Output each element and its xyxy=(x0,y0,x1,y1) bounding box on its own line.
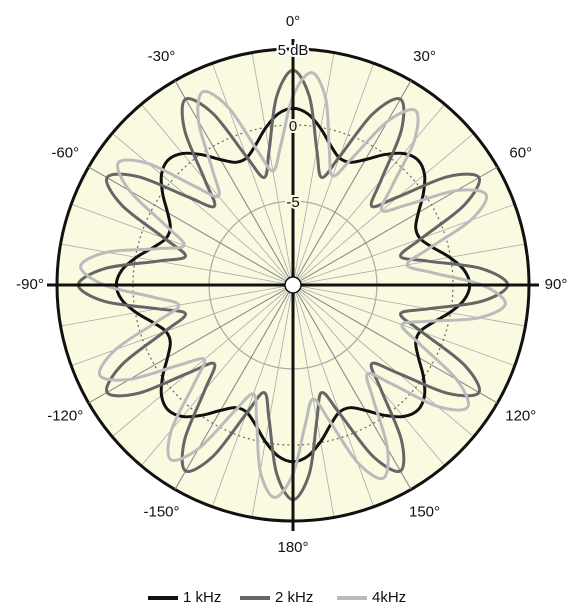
spoke xyxy=(298,132,475,281)
spoke xyxy=(293,52,335,278)
spoke xyxy=(300,243,526,285)
spoke xyxy=(295,292,375,507)
r-tick-label: 0 xyxy=(289,118,297,135)
spoke xyxy=(140,290,289,467)
angle-label: 30° xyxy=(413,48,436,65)
spoke xyxy=(297,290,446,467)
angle-axis xyxy=(299,166,498,282)
spoke xyxy=(140,103,289,280)
spoke xyxy=(300,203,515,283)
spoke xyxy=(71,287,286,367)
spoke xyxy=(298,289,475,438)
angle-axis xyxy=(88,288,287,404)
spoke xyxy=(300,287,515,367)
r-tick-label: -5 xyxy=(286,194,299,211)
spoke xyxy=(211,63,291,278)
spoke xyxy=(297,103,446,280)
spoke xyxy=(251,292,293,518)
angle-label: 120° xyxy=(505,407,536,424)
spoke xyxy=(71,203,286,283)
spoke xyxy=(251,52,293,278)
spoke xyxy=(295,63,375,278)
spoke xyxy=(60,285,286,327)
angle-axis xyxy=(174,80,290,279)
angle-axis xyxy=(299,288,498,404)
angle-label: -120° xyxy=(47,407,83,424)
legend-label: 2 kHz xyxy=(275,589,313,606)
angle-axis xyxy=(88,166,287,282)
r-tick-label: 5 dB xyxy=(278,42,309,59)
spoke xyxy=(60,243,286,285)
legend-label: 4kHz xyxy=(372,589,406,606)
angle-label: 0° xyxy=(286,13,300,30)
angle-label: 150° xyxy=(409,504,440,521)
spoke xyxy=(111,132,288,281)
angle-label: 180° xyxy=(277,539,308,556)
angle-axis xyxy=(174,291,290,490)
angle-label: -60° xyxy=(51,144,79,161)
angle-label: -90° xyxy=(16,276,44,293)
angle-label: 90° xyxy=(545,276,568,293)
center-hole xyxy=(284,276,302,294)
angle-axis xyxy=(296,291,412,490)
spoke xyxy=(111,289,288,438)
spoke xyxy=(211,292,291,507)
angle-label: -30° xyxy=(148,48,176,65)
angle-label: -150° xyxy=(143,504,179,521)
legend-label: 1 kHz xyxy=(183,589,221,606)
angle-axis xyxy=(296,80,412,279)
spoke xyxy=(293,292,335,518)
angle-label: 60° xyxy=(509,144,532,161)
spoke xyxy=(300,285,526,327)
